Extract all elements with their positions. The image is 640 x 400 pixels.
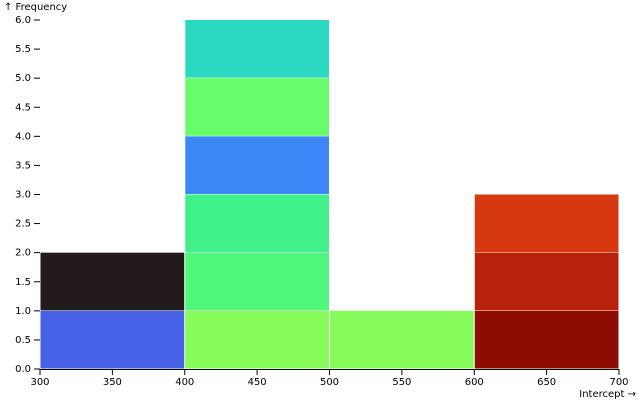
x-axis-label: Intercept → — [579, 389, 636, 400]
x-tick-label: 350 — [103, 377, 122, 388]
bar-segment — [185, 78, 329, 136]
y-tick-label: 0.5 — [15, 335, 31, 346]
y-tick-label: 4.5 — [15, 102, 31, 113]
bar-segment — [474, 194, 619, 253]
bar-segment — [40, 310, 185, 369]
y-tick-label: 1.5 — [15, 277, 31, 288]
y-tick-label: 5.5 — [15, 44, 31, 55]
y-tick-label: 2.5 — [15, 219, 31, 230]
bar-segment — [474, 310, 619, 369]
x-tick-label: 300 — [30, 377, 49, 388]
bar-segment — [185, 252, 329, 311]
bar-segment — [330, 310, 474, 369]
y-tick-label: 3.5 — [15, 160, 31, 171]
y-tick-label: 2.0 — [15, 248, 31, 259]
bar-segment — [185, 194, 329, 253]
y-tick-label: 1.0 — [15, 306, 31, 317]
x-tick-label: 500 — [320, 377, 339, 388]
y-tick-label: 6.0 — [15, 15, 31, 26]
x-tick-label: 600 — [465, 377, 484, 388]
x-tick-label: 650 — [537, 377, 556, 388]
bar-segment — [185, 20, 329, 78]
x-tick-label: 400 — [175, 377, 194, 388]
x-tick-label: 450 — [248, 377, 267, 388]
y-axis-label: ↑ Frequency — [4, 2, 67, 13]
y-tick-label: 3.0 — [15, 190, 31, 201]
x-tick-label: 550 — [392, 377, 411, 388]
y-tick-label: 4.0 — [15, 131, 31, 142]
y-tick-label: 5.0 — [15, 73, 31, 84]
x-tick-label: 700 — [609, 377, 628, 388]
bar-segment — [185, 310, 329, 369]
bar-segment — [474, 252, 619, 311]
bar-segment — [40, 252, 185, 311]
bar-segment — [185, 136, 329, 194]
y-tick-label: 0.0 — [15, 364, 31, 375]
